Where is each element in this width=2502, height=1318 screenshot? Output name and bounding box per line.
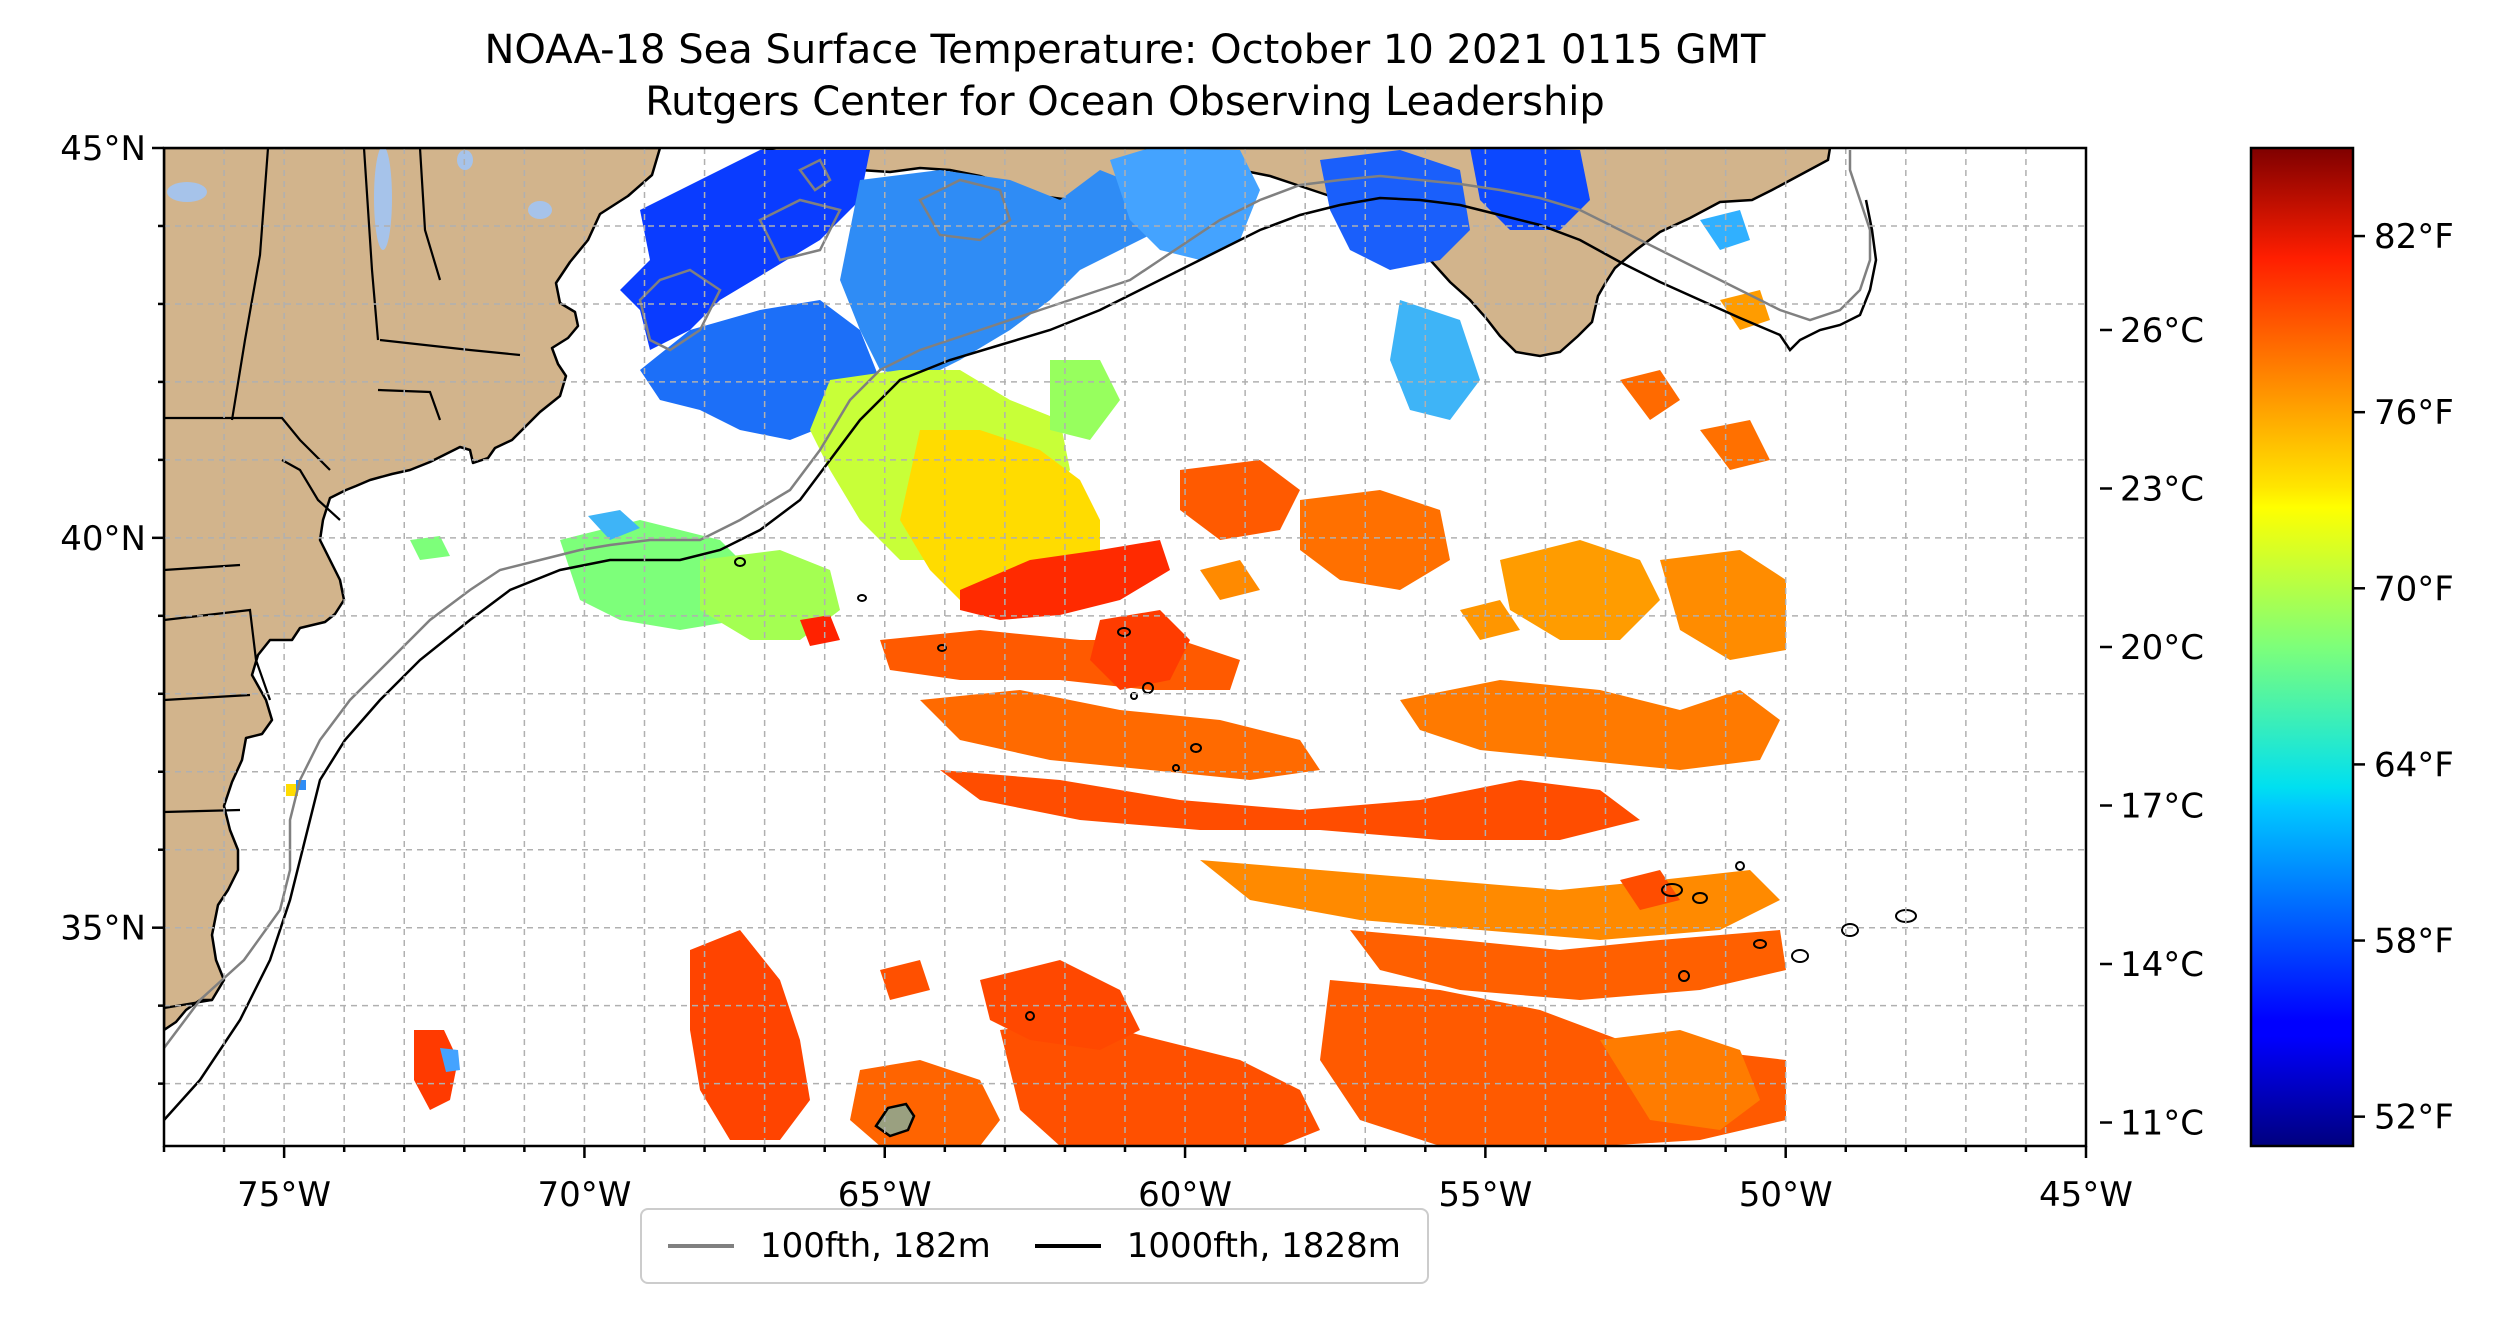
lat-tick-label: 40°N xyxy=(60,519,146,559)
celsius-tick-label: 11°C xyxy=(2120,1104,2204,1144)
longitude-labels: 75°W 70°W 65°W 60°W 55°W 50°W 45°W xyxy=(237,1175,2133,1215)
lake-ontario xyxy=(167,182,207,202)
legend-label: 1000fth, 1828m xyxy=(1126,1226,1401,1266)
celsius-tick-label: 23°C xyxy=(2120,469,2204,509)
lon-tick-label: 75°W xyxy=(237,1175,331,1215)
contour-100fth xyxy=(164,150,1872,1049)
legend-label: 100fth, 182m xyxy=(760,1226,991,1266)
lat-tick-label: 35°N xyxy=(60,909,146,949)
celsius-tick-label: 26°C xyxy=(2120,311,2204,351)
fahrenheit-tick-label: 76°F xyxy=(2374,393,2454,433)
lake-champlain xyxy=(374,148,392,250)
celsius-tick-label: 20°C xyxy=(2120,628,2204,668)
celsius-tick-label: 17°C xyxy=(2120,787,2204,827)
colorbar xyxy=(2249,146,2355,1148)
celsius-labels: 26°C 23°C 20°C 17°C 14°C 11°C xyxy=(2120,311,2204,1144)
legend-item: 100fth, 182m xyxy=(668,1226,991,1266)
lon-tick-label: 50°W xyxy=(1739,1175,1833,1215)
gridlines xyxy=(164,148,2086,1146)
contour-legend: 100fth, 182m 1000fth, 1828m xyxy=(640,1208,1429,1284)
seamounts xyxy=(734,557,1917,1021)
legend-swatch xyxy=(668,1244,734,1248)
state-borders xyxy=(164,148,521,1010)
title-block: NOAA-18 Sea Surface Temperature: October… xyxy=(164,24,2086,128)
legend-swatch xyxy=(1034,1244,1101,1248)
axis-ticks xyxy=(152,146,2088,1158)
fahrenheit-tick-label: 64°F xyxy=(2374,745,2454,785)
contour-gulf-of-maine xyxy=(638,158,1012,352)
contour-1000fth xyxy=(164,196,1878,1121)
legend-item: 1000fth, 1828m xyxy=(1034,1226,1401,1266)
land-north-america xyxy=(164,148,662,1032)
celsius-tick-label: 14°C xyxy=(2120,945,2204,985)
fahrenheit-labels: 82°F 76°F 70°F 64°F 58°F 52°F xyxy=(2374,217,2454,1138)
fahrenheit-tick-label: 82°F xyxy=(2374,217,2454,257)
lon-tick-label: 55°W xyxy=(1438,1175,1532,1215)
lat-tick-label: 45°N xyxy=(60,129,146,169)
fahrenheit-tick-label: 70°F xyxy=(2374,569,2454,609)
colorbar-ticks xyxy=(2100,234,2365,1124)
lon-tick-label: 45°W xyxy=(2039,1175,2133,1215)
map-title: NOAA-18 Sea Surface Temperature: October… xyxy=(484,27,1766,73)
fahrenheit-tick-label: 52°F xyxy=(2374,1098,2454,1138)
lake-maine xyxy=(528,201,552,219)
lon-tick-label: 70°W xyxy=(537,1175,631,1215)
latitude-labels: 45°N 40°N 35°N xyxy=(60,129,146,949)
map-subtitle: Rutgers Center for Ocean Observing Leade… xyxy=(645,79,1605,125)
fahrenheit-tick-label: 58°F xyxy=(2374,922,2454,962)
